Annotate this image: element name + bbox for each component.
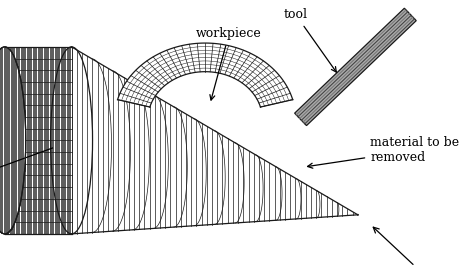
Text: workpiece: workpiece — [196, 27, 262, 100]
Text: tool: tool — [284, 8, 337, 72]
Ellipse shape — [0, 47, 26, 234]
Polygon shape — [118, 43, 293, 107]
Text: material to be
removed: material to be removed — [308, 136, 459, 168]
Polygon shape — [72, 47, 358, 234]
Polygon shape — [5, 47, 72, 234]
Polygon shape — [295, 8, 416, 126]
